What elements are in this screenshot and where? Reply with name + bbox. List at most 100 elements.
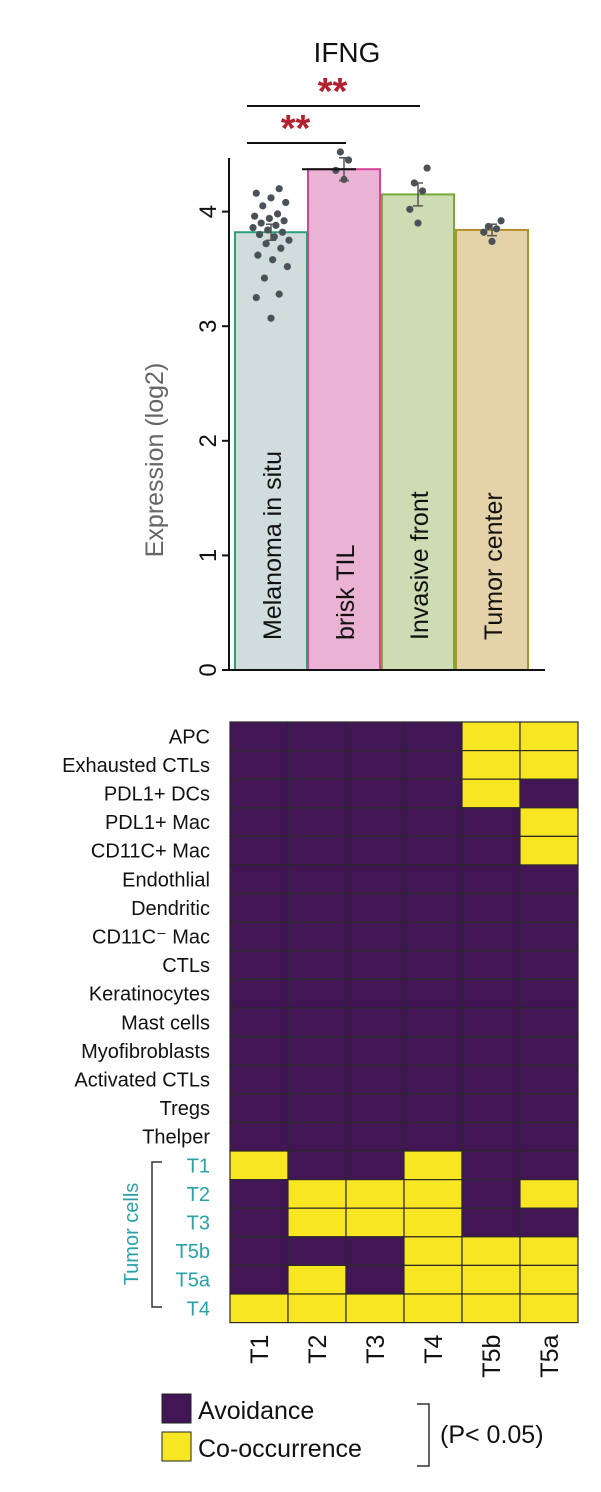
heatmap-cell	[345, 921, 405, 952]
heatmap-cell	[461, 1007, 521, 1038]
heatmap-cell	[345, 864, 405, 895]
heatmap-cell	[403, 864, 463, 895]
bar-chart: IFNG Expression (log2) **** Melanoma in …	[141, 37, 545, 677]
tumor-row-label: T1	[187, 1155, 210, 1177]
heatmap-cell	[345, 835, 405, 866]
heatmap-cell	[403, 1264, 463, 1295]
y-tick-label: 0	[195, 663, 222, 676]
heatmap-cell	[403, 1093, 463, 1124]
heatmap-cell	[345, 1064, 405, 1095]
data-point	[488, 237, 496, 245]
heatmap-cell	[461, 892, 521, 923]
bar-label: Tumor center	[480, 492, 508, 640]
heatmap: APC Exhausted CTLs PDL1+ DCs PDL1+ Mac CD11C…	[62, 721, 579, 1378]
column-label: T5b	[478, 1335, 506, 1378]
heatmap-cell	[229, 864, 289, 895]
heatmap-cell	[461, 921, 521, 952]
row-label: Exhausted CTLs	[62, 755, 210, 777]
heatmap-cell	[345, 1178, 405, 1209]
data-point	[270, 233, 278, 241]
heatmap-cell	[403, 1236, 463, 1267]
heatmap-cell	[345, 978, 405, 1009]
data-point	[269, 256, 277, 264]
heatmap-cell	[287, 1236, 347, 1267]
error-bars	[266, 156, 497, 241]
heatmap-cell	[287, 978, 347, 1009]
heatmap-cell	[461, 1178, 521, 1209]
heatmap-cell	[403, 1035, 463, 1066]
heatmap-cell	[519, 721, 579, 752]
heatmap-cell	[519, 749, 579, 780]
heatmap-cell	[519, 978, 579, 1009]
data-point	[264, 226, 272, 234]
heatmap-cell	[345, 1007, 405, 1038]
heatmap-cell	[403, 892, 463, 923]
data-point	[285, 236, 293, 244]
heatmap-cell	[345, 749, 405, 780]
data-point	[418, 187, 427, 195]
data-point	[260, 274, 269, 282]
heatmap-cell	[519, 1093, 579, 1124]
heatmap-cell	[229, 1264, 289, 1295]
heatmap-cell	[229, 835, 289, 866]
heatmap-cell	[287, 721, 347, 752]
heatmap-cell	[229, 1093, 289, 1124]
heatmap-cell	[345, 1264, 405, 1295]
heatmap-cell	[461, 950, 521, 980]
heatmap-cell	[229, 1207, 289, 1238]
row-label: PDL1+ DCs	[104, 784, 210, 806]
heatmap-cell	[461, 864, 521, 895]
data-point	[423, 164, 431, 172]
heatmap-cell	[519, 1264, 579, 1295]
heatmap-cell	[229, 749, 289, 780]
heatmap-cell	[403, 1150, 463, 1181]
row-label: Myofibroblasts	[81, 1041, 210, 1063]
heatmap-cell	[519, 1178, 579, 1209]
column-label: T3	[362, 1335, 390, 1364]
heatmap-cell	[403, 950, 463, 980]
heatmap-cell	[287, 1264, 347, 1295]
row-label: CD11C+ Mac	[91, 841, 210, 863]
heatmap-cell	[345, 778, 405, 809]
heatmap-cell	[403, 921, 463, 952]
data-point	[252, 293, 260, 302]
heatmap-cell	[345, 950, 405, 980]
heatmap-cell	[461, 1236, 521, 1267]
column-label: T4	[420, 1335, 448, 1364]
heatmap-cell	[287, 1207, 347, 1238]
heatmap-cell	[287, 835, 347, 866]
heatmap-cell	[519, 892, 579, 923]
data-point	[336, 148, 344, 156]
row-label: Thelper	[142, 1127, 210, 1149]
y-tick-label: 3	[195, 320, 222, 333]
heatmap-cell	[287, 749, 347, 780]
heatmap-cell	[461, 1035, 521, 1066]
data-point	[251, 212, 259, 220]
legend-bracket	[417, 1403, 430, 1467]
heatmap-cell	[461, 978, 521, 1009]
data-point	[277, 244, 285, 252]
heatmap-cell	[287, 1121, 347, 1152]
heatmap-cell	[345, 1236, 405, 1267]
heatmap-cell	[229, 807, 289, 837]
legend-label-avoidance: Avoidance	[198, 1397, 314, 1425]
heatmap-cell	[519, 1293, 579, 1324]
heatmap-cell	[403, 778, 463, 809]
heatmap-cell	[519, 778, 579, 809]
heatmap-cell	[461, 807, 521, 837]
tumor-row-label: T2	[187, 1184, 210, 1206]
row-label: Activated CTLs	[74, 1070, 210, 1092]
heatmap-cell	[403, 1293, 463, 1324]
heatmap-cell	[461, 1121, 521, 1152]
y-axis-ticks: 0 1 2 3 4	[195, 205, 229, 677]
heatmap-cell	[403, 749, 463, 780]
data-point	[480, 228, 488, 236]
heatmap-cell	[229, 1236, 289, 1267]
row-label: Mast cells	[121, 1012, 210, 1034]
data-point	[280, 217, 288, 225]
heatmap-cell	[519, 807, 579, 837]
heatmap-cell	[403, 1178, 463, 1209]
heatmap-cell	[287, 1093, 347, 1124]
row-label: Tregs	[160, 1098, 210, 1120]
chart-title: IFNG	[314, 37, 381, 68]
